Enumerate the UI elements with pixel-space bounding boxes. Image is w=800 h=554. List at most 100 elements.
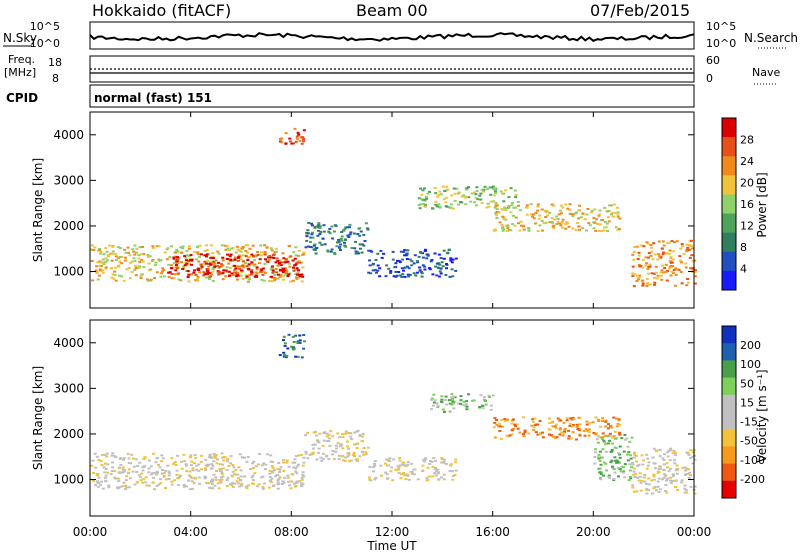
data-cell <box>352 232 356 235</box>
data-cell <box>437 275 441 278</box>
data-cell <box>611 436 615 439</box>
data-cell <box>297 454 300 457</box>
data-cell <box>651 456 655 459</box>
data-cell <box>551 225 555 228</box>
data-cell <box>402 471 405 474</box>
data-cell <box>105 455 109 458</box>
data-cell <box>184 463 188 466</box>
data-cell <box>523 431 527 434</box>
noise-tick-top-left: 10^5 <box>30 20 60 33</box>
data-cell <box>199 253 203 256</box>
data-cell <box>114 255 118 258</box>
data-cell <box>550 203 554 206</box>
data-cell <box>247 264 251 267</box>
data-cell <box>296 254 300 257</box>
data-cell <box>642 245 646 248</box>
data-cell <box>234 251 238 254</box>
data-cell <box>356 233 360 235</box>
data-cell <box>300 485 304 488</box>
data-cell <box>261 487 265 490</box>
data-cell <box>430 408 433 411</box>
data-cell <box>196 277 200 280</box>
data-cell <box>268 480 272 482</box>
data-cell <box>652 447 656 450</box>
data-cell <box>176 256 180 259</box>
data-cell <box>578 433 582 436</box>
data-cell <box>246 259 250 261</box>
data-cell <box>200 468 203 471</box>
data-cell <box>623 434 627 436</box>
data-cell <box>276 479 280 482</box>
data-cell <box>212 453 216 456</box>
data-cell <box>132 457 135 460</box>
data-cell <box>269 460 273 463</box>
data-cell <box>501 215 505 218</box>
data-cell <box>278 268 282 271</box>
data-cell <box>647 265 651 268</box>
data-cell <box>231 259 235 262</box>
data-cell <box>548 221 552 224</box>
data-cell <box>270 266 274 269</box>
data-cell <box>246 456 250 458</box>
data-cell <box>151 245 155 248</box>
data-cell <box>622 450 626 453</box>
data-cell <box>134 274 138 277</box>
data-cell <box>227 262 231 265</box>
data-cell <box>671 452 675 455</box>
data-cell <box>230 247 234 250</box>
data-cell <box>632 285 636 288</box>
data-cell <box>397 259 401 262</box>
data-cell <box>585 423 589 426</box>
data-cell <box>427 475 431 478</box>
data-cell <box>419 251 423 254</box>
nave-tick-top: 60 <box>706 54 720 67</box>
data-cell <box>121 468 125 471</box>
data-cell <box>657 491 661 493</box>
data-cell <box>440 476 443 479</box>
data-cell <box>117 274 121 277</box>
data-cell <box>117 480 121 483</box>
data-cell <box>362 453 366 456</box>
data-cell <box>417 197 421 200</box>
data-cell <box>304 434 308 437</box>
data-cell <box>346 440 349 443</box>
data-cell <box>263 244 267 247</box>
data-cell <box>407 267 411 270</box>
data-cell <box>207 463 211 466</box>
power-colorbar-label: Power [dB] <box>755 172 769 237</box>
data-cell <box>444 395 448 398</box>
data-cell <box>683 484 687 487</box>
data-cell <box>343 227 347 230</box>
data-cell <box>144 476 148 479</box>
data-cell <box>125 486 129 489</box>
data-cell <box>90 244 94 247</box>
data-cell <box>610 450 614 453</box>
data-cell <box>272 257 276 259</box>
data-cell <box>282 274 285 277</box>
data-cell <box>344 226 348 229</box>
data-cell <box>653 272 656 275</box>
data-cell <box>270 477 274 480</box>
data-cell <box>425 197 429 200</box>
data-cell <box>662 244 666 247</box>
data-cell <box>521 416 525 419</box>
data-cell <box>617 418 621 421</box>
data-cell <box>423 268 427 271</box>
data-cell <box>297 133 301 136</box>
data-cell <box>338 247 342 250</box>
data-cell <box>506 225 510 227</box>
data-cell <box>423 250 427 252</box>
data-cell <box>612 203 616 206</box>
data-cell <box>314 252 318 255</box>
data-cell <box>311 224 314 227</box>
data-cell <box>130 453 134 456</box>
data-cell <box>189 259 193 261</box>
data-cell <box>451 478 455 481</box>
data-cell <box>235 270 238 273</box>
data-cell <box>527 228 531 231</box>
data-cell <box>444 201 448 204</box>
data-cell <box>155 245 159 248</box>
data-cell <box>572 418 576 420</box>
data-cell <box>192 462 196 465</box>
data-cell <box>405 252 409 255</box>
